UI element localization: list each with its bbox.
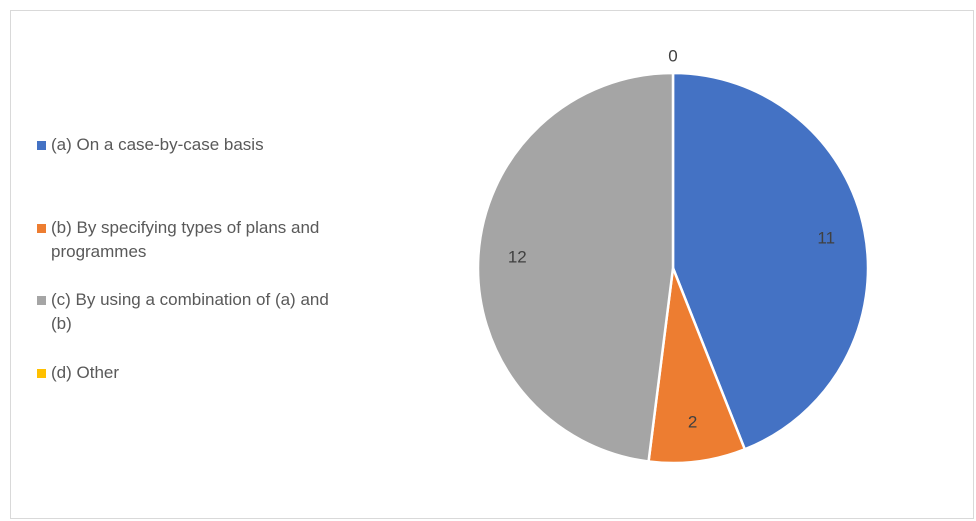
legend-label-c: (c) By using a combination of (a) and (b… (51, 290, 329, 333)
data-label-a: 11 (817, 228, 835, 247)
pie-data-labels: 11 2 12 0 (508, 46, 835, 431)
legend-label-b: (b) By specifying types of plans and pro… (51, 218, 320, 261)
legend-swatch-d (37, 369, 46, 378)
legend-swatch-b (37, 224, 46, 233)
legend-swatch-c (37, 296, 46, 305)
legend-label-a: (a) On a case-by-case basis (51, 135, 264, 154)
data-label-c: 12 (508, 248, 527, 267)
slice-a (671, 71, 870, 451)
legend-item-d: (d) Other (37, 361, 341, 385)
slice-c (476, 71, 675, 463)
slice-b (647, 267, 747, 465)
data-label-d: 0 (668, 46, 677, 65)
data-label-b: 2 (688, 412, 697, 431)
chart-frame: (a) On a case-by-case basis (b) By speci… (10, 10, 974, 519)
legend-item-a: (a) On a case-by-case basis (37, 133, 341, 157)
legend-item-b: (b) By specifying types of plans and pro… (37, 216, 341, 264)
legend-swatch-a (37, 141, 46, 150)
pie-slices (476, 71, 870, 465)
legend-item-c: (c) By using a combination of (a) and (b… (37, 288, 341, 336)
legend-label-d: (d) Other (51, 363, 120, 382)
pie-chart: 11 2 12 0 (476, 46, 870, 465)
